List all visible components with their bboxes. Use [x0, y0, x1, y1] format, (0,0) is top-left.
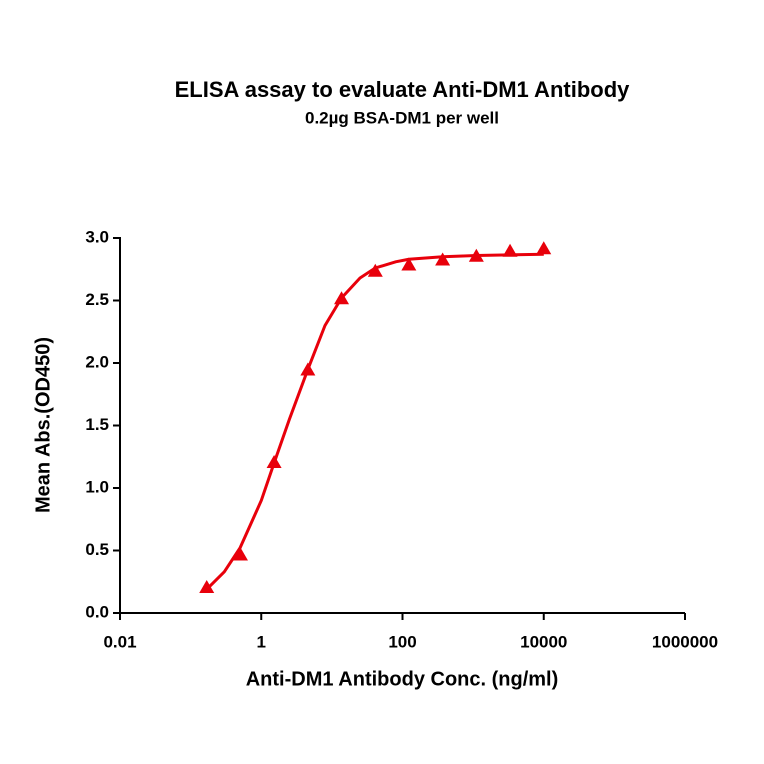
data-point: [300, 362, 316, 376]
chart-subtitle: 0.2µg BSA-DM1 per well: [305, 108, 499, 127]
data-point: [502, 243, 518, 257]
chart-title: ELISA assay to evaluate Anti-DM1 Antibod…: [175, 77, 631, 102]
data-point: [435, 252, 451, 266]
x-tick-label: 0.01: [103, 632, 136, 651]
data-point: [536, 241, 552, 255]
data-point: [468, 248, 484, 262]
data-point: [266, 455, 282, 468]
y-tick-label: 0.5: [85, 540, 109, 559]
x-tick-label: 10000: [520, 632, 567, 651]
y-tick-label: 2.5: [85, 290, 109, 309]
y-tick-label: 1.0: [85, 477, 109, 496]
y-tick-label: 1.5: [85, 415, 109, 434]
y-tick-label: 3.0: [85, 227, 109, 246]
data-point: [334, 291, 350, 305]
data-point: [367, 263, 383, 277]
data-point: [232, 547, 248, 561]
x-axis-label: Anti-DM1 Antibody Conc. (ng/ml): [246, 668, 559, 690]
x-tick-label: 1: [257, 632, 266, 651]
x-tick-label: 100: [388, 632, 416, 651]
y-tick-label: 2.0: [85, 352, 109, 371]
data-point: [401, 257, 417, 271]
x-tick-label: 1000000: [652, 632, 718, 651]
y-tick-label: 0.0: [85, 602, 109, 621]
y-axis-label: Mean Abs.(OD450): [32, 337, 54, 513]
fit-curve: [205, 252, 544, 591]
data-point: [199, 580, 215, 593]
